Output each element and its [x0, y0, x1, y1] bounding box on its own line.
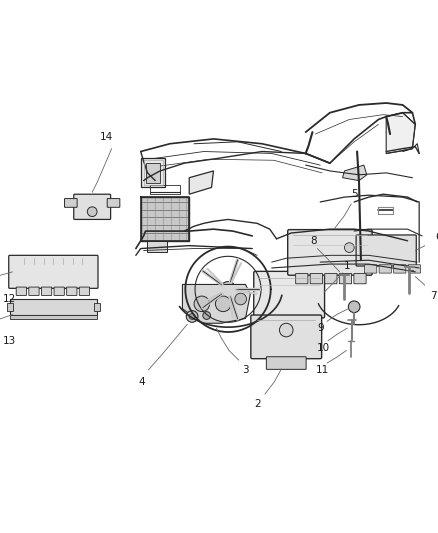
Bar — [7, 303, 13, 311]
Bar — [10, 299, 97, 314]
Text: 6: 6 — [435, 232, 438, 242]
FancyBboxPatch shape — [296, 273, 308, 284]
Circle shape — [87, 207, 97, 216]
Polygon shape — [386, 112, 415, 154]
Text: 4: 4 — [138, 377, 145, 387]
FancyBboxPatch shape — [54, 287, 64, 295]
Polygon shape — [148, 241, 167, 253]
FancyBboxPatch shape — [394, 265, 406, 273]
FancyBboxPatch shape — [29, 287, 39, 295]
Text: 13: 13 — [3, 336, 16, 346]
FancyBboxPatch shape — [325, 273, 337, 284]
Polygon shape — [141, 197, 189, 241]
Circle shape — [344, 243, 354, 253]
Text: 2: 2 — [254, 399, 261, 409]
FancyBboxPatch shape — [107, 199, 120, 207]
Polygon shape — [189, 171, 213, 194]
FancyBboxPatch shape — [339, 273, 352, 284]
Text: 3: 3 — [242, 365, 249, 375]
Polygon shape — [145, 163, 160, 183]
FancyBboxPatch shape — [254, 271, 325, 318]
Polygon shape — [141, 158, 165, 188]
Text: 9: 9 — [318, 323, 325, 333]
Circle shape — [235, 293, 247, 305]
Circle shape — [220, 281, 236, 297]
FancyBboxPatch shape — [42, 287, 52, 295]
FancyBboxPatch shape — [354, 273, 366, 284]
Text: 11: 11 — [315, 365, 329, 375]
Circle shape — [189, 313, 195, 319]
Text: 8: 8 — [310, 236, 317, 246]
Bar — [94, 303, 100, 311]
Bar — [10, 314, 97, 319]
FancyBboxPatch shape — [266, 357, 306, 369]
FancyBboxPatch shape — [379, 265, 391, 273]
Circle shape — [348, 301, 360, 312]
FancyBboxPatch shape — [356, 235, 416, 266]
Polygon shape — [343, 165, 367, 181]
Text: 12: 12 — [3, 294, 16, 304]
Text: 7: 7 — [431, 291, 437, 301]
Polygon shape — [182, 285, 251, 323]
Text: 14: 14 — [100, 132, 113, 142]
Circle shape — [215, 296, 231, 312]
FancyBboxPatch shape — [276, 316, 289, 327]
FancyBboxPatch shape — [79, 287, 89, 295]
FancyBboxPatch shape — [74, 194, 111, 220]
FancyBboxPatch shape — [9, 255, 98, 288]
FancyBboxPatch shape — [16, 287, 26, 295]
FancyBboxPatch shape — [290, 316, 303, 327]
FancyBboxPatch shape — [305, 316, 318, 327]
Circle shape — [194, 296, 210, 312]
Circle shape — [186, 311, 198, 322]
FancyBboxPatch shape — [64, 199, 77, 207]
Text: 10: 10 — [317, 343, 330, 352]
Text: 5: 5 — [351, 189, 357, 199]
FancyBboxPatch shape — [288, 230, 372, 275]
FancyBboxPatch shape — [261, 316, 274, 327]
FancyBboxPatch shape — [67, 287, 77, 295]
Text: 1: 1 — [344, 261, 351, 271]
FancyBboxPatch shape — [310, 273, 322, 284]
FancyBboxPatch shape — [408, 265, 420, 273]
FancyBboxPatch shape — [364, 265, 377, 273]
Circle shape — [224, 285, 232, 293]
Circle shape — [203, 312, 211, 319]
FancyBboxPatch shape — [251, 315, 321, 359]
Circle shape — [279, 323, 293, 337]
